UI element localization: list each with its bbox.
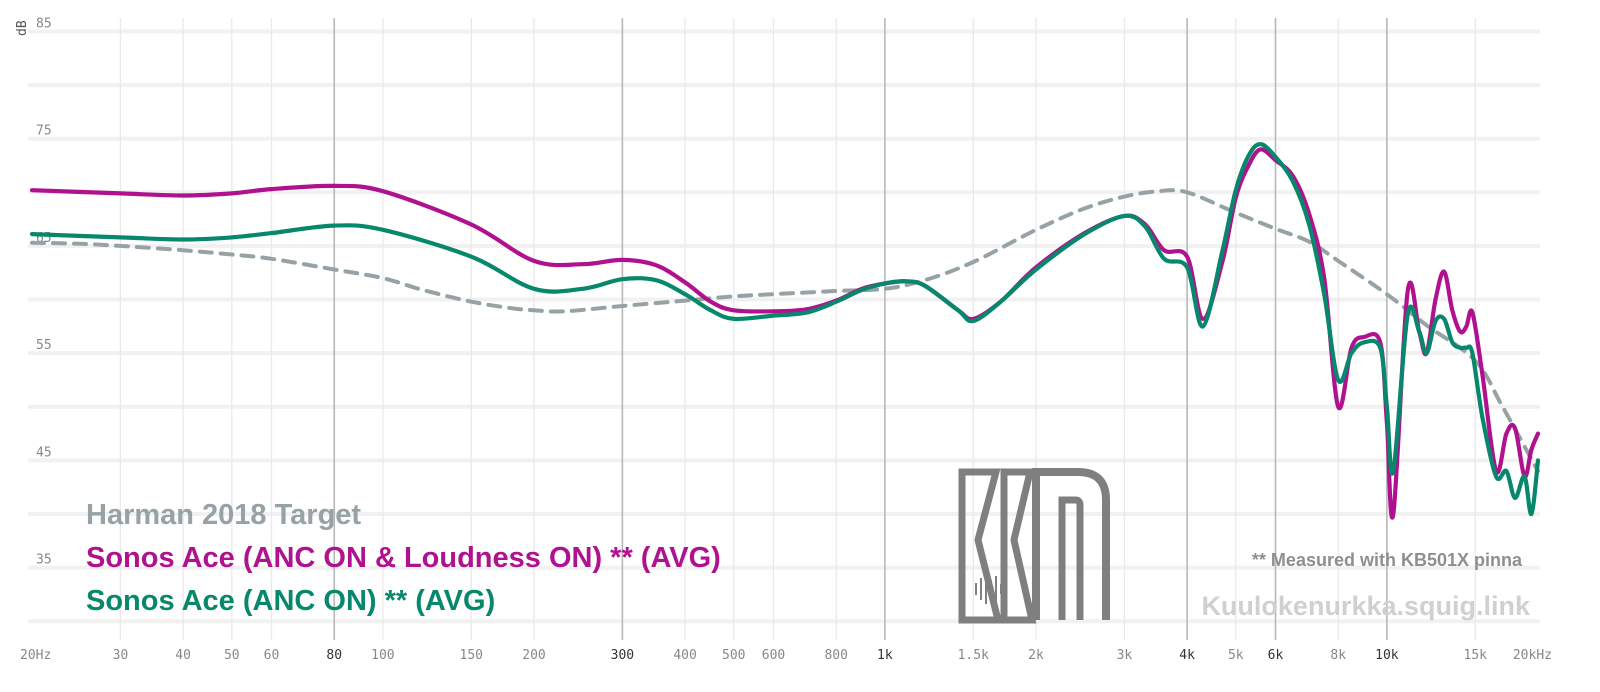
legend-entry-target: Harman 2018 Target <box>86 499 361 531</box>
x-tick-label: 60 <box>264 648 280 663</box>
x-tick-label: 800 <box>824 648 847 663</box>
x-tick-label: 100 <box>371 648 394 663</box>
y-tick-label: 75 <box>36 124 52 139</box>
x-tick-label: 6k <box>1268 648 1284 663</box>
x-tick-label: 50 <box>224 648 240 663</box>
x-tick-label: 300 <box>611 648 634 663</box>
kn-logo <box>958 468 1110 624</box>
site-watermark: Kuulokenurkka.squig.link <box>1201 591 1531 621</box>
legend-entry-anc-loudness: Sonos Ace (ANC ON & Loudness ON) ** (AVG… <box>86 542 721 574</box>
x-tick-label: 20kHz <box>1513 648 1552 663</box>
x-tick-label: 200 <box>522 648 545 663</box>
x-tick-label: 30 <box>113 648 129 663</box>
x-tick-label: 15k <box>1464 648 1488 663</box>
grid <box>28 18 1540 640</box>
x-tick-label: 600 <box>762 648 785 663</box>
series-lines <box>29 142 1541 520</box>
x-tick-label: 1.5k <box>958 648 989 663</box>
x-tick-label: 1k <box>877 648 893 663</box>
x-tick-label: 400 <box>673 648 696 663</box>
anc-line <box>29 142 1541 517</box>
y-axis-label: dB <box>15 20 30 36</box>
x-tick-label: 4k <box>1179 648 1195 663</box>
x-tick-label: 3k <box>1117 648 1133 663</box>
x-tick-label: 5k <box>1228 648 1244 663</box>
x-tick-label: 80 <box>326 648 342 663</box>
x-tick-label: 20Hz <box>20 648 51 663</box>
x-axis-tick-labels: 20Hz 30 40 50 60 80 100 150 200 300 400 500 600 800 1k… <box>20 648 1552 663</box>
y-tick-label: 55 <box>36 338 52 353</box>
x-tick-label: 150 <box>460 648 483 663</box>
sound-wave-icon <box>975 574 1002 604</box>
y-tick-label: 45 <box>36 445 52 460</box>
y-tick-label: 85 <box>36 16 52 31</box>
x-tick-label: 2k <box>1028 648 1044 663</box>
x-tick-label: 10k <box>1375 648 1399 663</box>
x-tick-label: 8k <box>1330 648 1346 663</box>
legend-entry-anc: Sonos Ace (ANC ON) ** (AVG) <box>86 585 495 617</box>
measurement-note: ** Measured with KB501X pinna <box>1252 550 1523 570</box>
x-tick-label: 500 <box>722 648 745 663</box>
y-tick-label: 35 <box>36 553 52 568</box>
x-tick-label: 40 <box>175 648 191 663</box>
